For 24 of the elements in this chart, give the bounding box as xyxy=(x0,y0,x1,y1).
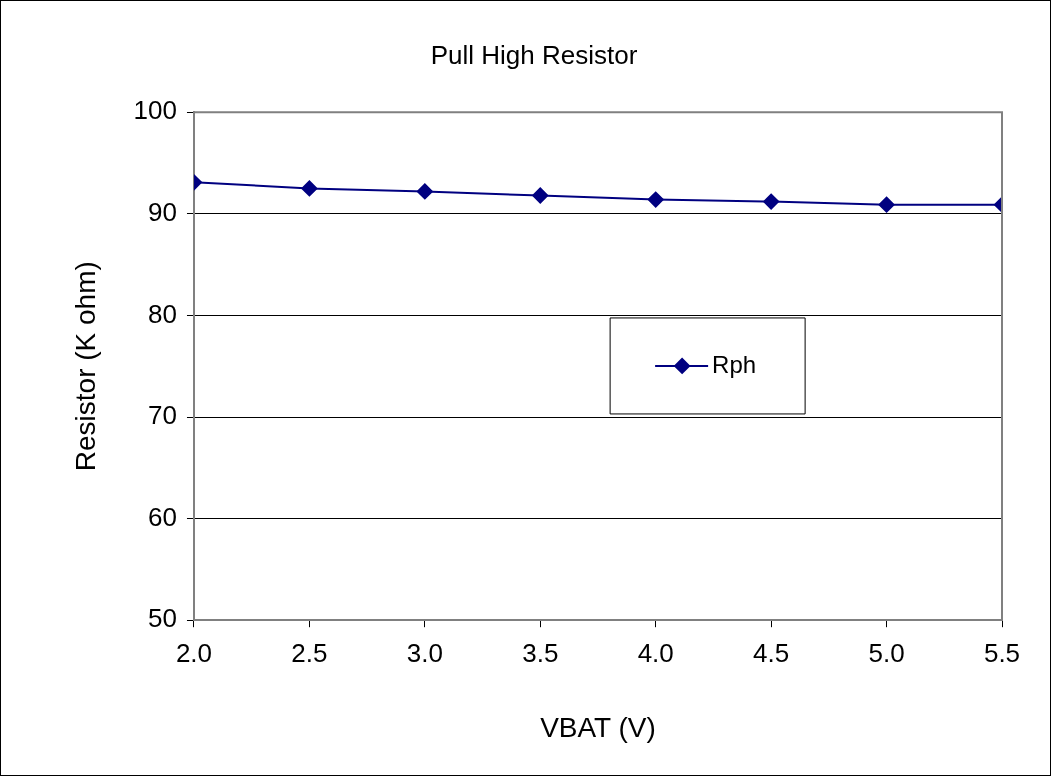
chart-title: Pull High Resistor xyxy=(430,39,638,70)
y-axis-title: Resistor (K ohm) xyxy=(69,261,101,472)
x-tick-label: 2.0 xyxy=(175,637,213,668)
x-tick-label: 4.0 xyxy=(637,637,674,668)
x-tick-label: 5.0 xyxy=(868,637,905,668)
x-axis-title: VBAT (V) xyxy=(540,711,656,743)
point xyxy=(647,191,664,208)
y-tick-label: 100 xyxy=(133,95,177,126)
x-tick-label: 3.0 xyxy=(406,637,443,668)
y-tick-label: 50 xyxy=(148,603,177,634)
y-tick-label: 80 xyxy=(148,298,177,329)
point xyxy=(763,193,780,210)
x-tick-label: 3.5 xyxy=(522,637,559,668)
y-tick-label: 90 xyxy=(148,196,177,227)
point xyxy=(416,183,433,200)
legend-label: Rph xyxy=(712,350,757,378)
point xyxy=(301,180,318,197)
point xyxy=(878,196,895,213)
x-tick-label: 4.5 xyxy=(753,637,790,668)
y-tick-label: 60 xyxy=(148,501,177,532)
x-tick-label: 2.5 xyxy=(291,637,328,668)
x-tick-label: 5.5 xyxy=(983,637,1021,668)
y-tick-label: 70 xyxy=(148,400,177,431)
point xyxy=(532,187,549,204)
